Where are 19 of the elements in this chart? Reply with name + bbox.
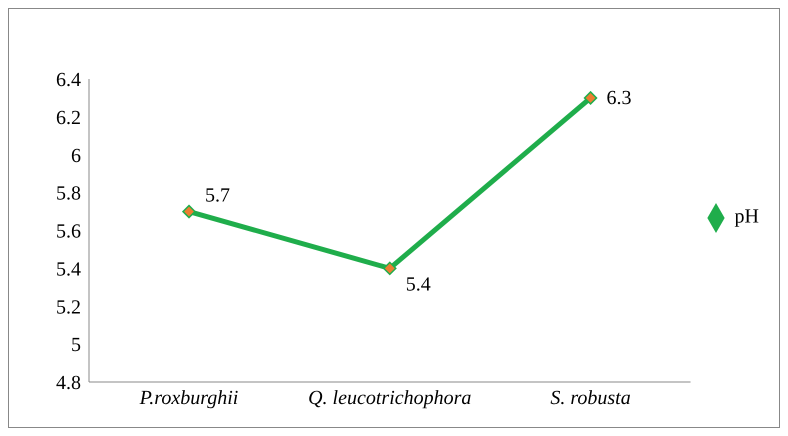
y-tick-label: 5: [71, 334, 81, 356]
y-tick-label: 5.2: [56, 296, 81, 318]
data-label: 5.4: [406, 273, 431, 296]
x-tick-label: S. robusta: [550, 387, 631, 410]
x-tick-label: P.roxburghii: [138, 387, 238, 410]
point: [383, 262, 397, 276]
point: [584, 91, 598, 105]
y-tick-label: 5.4: [56, 258, 81, 280]
x-tick-label: Q. leucotrichophora: [308, 387, 472, 410]
data-label: 5.7: [205, 184, 230, 207]
y-tick-label: 6.4: [56, 69, 81, 92]
y-tick-label: 6.2: [56, 106, 81, 129]
y-tick-label: 5.8: [56, 182, 81, 205]
y-tick-label: 4.8: [56, 372, 81, 394]
legend-label: pH: [734, 206, 759, 228]
y-tick-label: 6: [71, 144, 81, 167]
y-tick-label: 5.6: [56, 220, 81, 243]
data-label: 6.3: [606, 86, 632, 109]
point: [182, 204, 196, 218]
